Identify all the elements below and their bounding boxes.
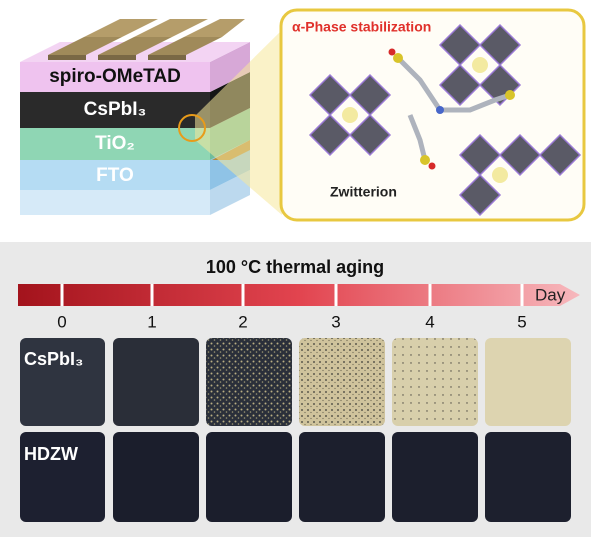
sample [392,432,478,522]
aging-title: 100 °C thermal aging [206,257,384,277]
callout [195,30,282,215]
sample [299,432,385,522]
inset: α-Phase stabilization Zwitterion [279,8,586,222]
sample [485,432,571,522]
inset-title: α-Phase stabilization [292,19,431,35]
sample [20,432,105,522]
sample [113,338,199,426]
layer-label: CsPbI₃ [84,99,147,120]
day-label: 3 [331,312,340,331]
layer-label: FTO [96,165,134,186]
day-label: 4 [425,312,434,331]
sample [206,338,292,426]
layer-label: TiO₂ [95,133,135,154]
aging-panel: 100 °C thermal aging Day 0 1 2 3 4 5 CsP… [0,242,591,537]
sample [392,338,478,426]
day-label: 2 [238,312,247,331]
day-label: 0 [57,312,66,331]
day-label: 1 [147,312,156,331]
unit-label: Day [535,285,566,304]
sample [206,432,292,522]
sample [485,338,571,426]
layer-label: spiro-OMeTAD [49,66,181,87]
row-label: HDZW [24,444,78,464]
day-label: 5 [517,312,526,331]
row-label: CsPbI₃ [24,349,83,369]
callout-circle [178,114,206,142]
sample [299,338,385,426]
sample [113,432,199,522]
molecule-label: Zwitterion [330,184,397,200]
sample [20,338,105,426]
